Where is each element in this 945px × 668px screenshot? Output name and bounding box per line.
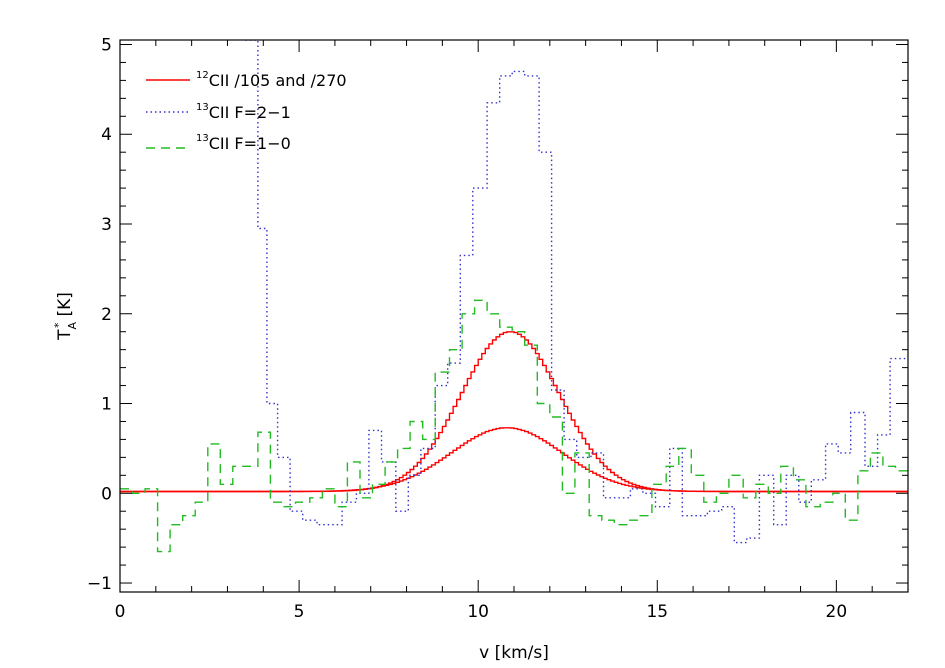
legend: 12CII /105 and /270 13CII F=2−1 13CII F=… — [146, 70, 347, 153]
series-line-2 — [245, 40, 908, 544]
series-layer — [120, 40, 908, 553]
x-tick-label: 20 — [826, 602, 848, 622]
x-tick-label: 0 — [115, 602, 126, 622]
y-tick-label: 0 — [101, 484, 112, 504]
x-tick-label: 5 — [294, 602, 305, 622]
legend-entry-13cii-f10: 13CII F=1−0 — [196, 133, 291, 153]
x-axis-label: v [km/s] — [479, 643, 549, 663]
series-line-3 — [120, 299, 908, 553]
ticks-layer — [119, 40, 909, 592]
y-axis-label-unit: [K] — [55, 292, 75, 316]
y-axis-label-sub: A — [66, 322, 79, 330]
y-axis-label: TA* [K] — [52, 292, 79, 341]
series-line-0 — [120, 331, 908, 493]
legend-entry-12cii: 12CII /105 and /270 — [196, 70, 347, 90]
y-tick-label: 5 — [101, 35, 112, 55]
plot-frame — [119, 39, 909, 593]
y-tick-label: 1 — [101, 395, 112, 415]
y-axis-label-sup: * — [52, 322, 65, 328]
y-tick-label: 2 — [101, 305, 112, 325]
y-tick-label: −1 — [87, 574, 112, 594]
y-tick-label: 3 — [101, 215, 112, 235]
legend-entry-13cii-f21: 13CII F=2−1 — [196, 102, 291, 122]
svg-text:TA*[K]: TA* [K] — [52, 292, 79, 341]
series-line-1 — [120, 427, 908, 493]
x-tick-label: 10 — [467, 602, 489, 622]
x-tick-label: 15 — [646, 602, 668, 622]
y-tick-label: 4 — [101, 125, 112, 145]
y-axis-label-main: T — [55, 329, 75, 341]
